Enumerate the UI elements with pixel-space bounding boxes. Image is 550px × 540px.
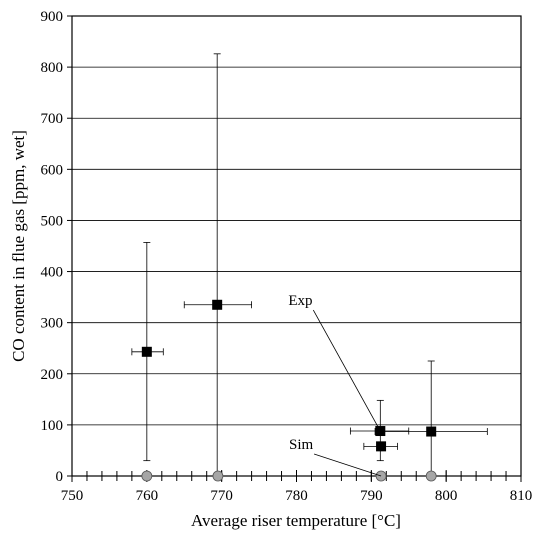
- x-tick-label: 800: [435, 488, 458, 504]
- y-tick-label: 200: [41, 367, 64, 383]
- annotation-label: Sim: [289, 437, 314, 453]
- x-tick-label: 780: [285, 488, 308, 504]
- y-axis-label: CO content in flue gas [ppm, wet]: [9, 130, 28, 362]
- annotations: Exp Sim: [288, 293, 382, 477]
- exp-point: [376, 441, 387, 452]
- annotation-leader-line: [313, 453, 382, 477]
- x-tick-label: 750: [61, 488, 84, 504]
- plot-area-frame: [71, 15, 522, 477]
- y-tick-label: 300: [41, 316, 64, 332]
- annotation-label: Exp: [288, 293, 312, 309]
- x-axis-label: Average riser temperature [°C]: [191, 511, 401, 530]
- y-tick-label: 500: [41, 213, 64, 229]
- y-tick-label: 900: [41, 9, 64, 25]
- exp-point: [212, 299, 223, 310]
- gridlines: [72, 66, 521, 426]
- annotation-leader-line: [312, 309, 381, 432]
- y-tick-label: 0: [56, 469, 64, 485]
- sim-point: [425, 470, 437, 482]
- exp-point: [426, 426, 437, 437]
- y-tick-label: 700: [41, 111, 64, 127]
- axes: 0 100 200 300 400 500 600 700 800 900 750 760 770 780…: [41, 9, 533, 504]
- y-tick-label: 600: [41, 162, 64, 178]
- y-tick-label: 400: [41, 265, 64, 281]
- y-tick-label: 100: [41, 418, 64, 434]
- exp-point: [141, 346, 152, 357]
- sim-point: [141, 470, 153, 482]
- x-tick-label: 760: [136, 488, 159, 504]
- x-tick-label: 790: [360, 488, 383, 504]
- data-series: [131, 53, 488, 482]
- y-tick-label: 800: [41, 60, 64, 76]
- sim-point: [212, 470, 224, 482]
- x-tick-label: 770: [210, 488, 233, 504]
- x-tick-label: 810: [510, 488, 533, 504]
